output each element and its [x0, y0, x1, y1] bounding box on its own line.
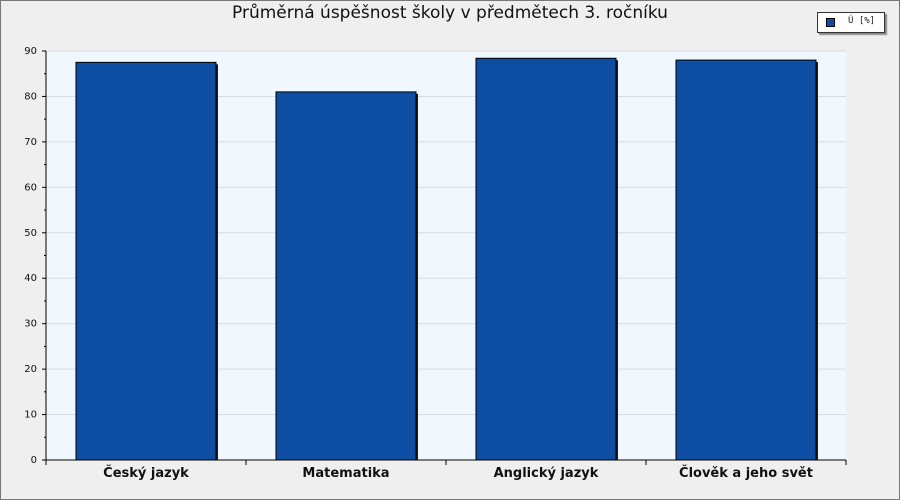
y-tick-label: 70: [24, 137, 37, 148]
bar: [475, 57, 617, 461]
y-tick-label: 10: [24, 410, 37, 421]
bar: [75, 61, 217, 461]
chart-title: Průměrná úspěšnost školy v předmětech 3.…: [232, 3, 668, 23]
bar: [675, 59, 817, 461]
x-tick-label: Anglický jazyk: [494, 466, 599, 481]
y-tick-label: 0: [31, 455, 37, 466]
legend: Ú [%]: [817, 12, 885, 33]
bar: [275, 91, 417, 461]
legend-label: Ú [%]: [848, 16, 876, 26]
y-tick-label: 30: [24, 319, 37, 330]
x-tick-label: Matematika: [302, 466, 389, 481]
x-tick-label: Člověk a jeho svět: [679, 465, 813, 481]
y-tick-label: 90: [24, 46, 37, 57]
y-tick-label: 80: [24, 91, 37, 102]
y-tick-label: 50: [24, 228, 37, 239]
y-tick-label: 40: [24, 273, 37, 284]
legend-swatch: [826, 18, 835, 27]
y-tick-label: 60: [24, 182, 37, 193]
x-tick-label: Český jazyk: [103, 465, 189, 481]
y-tick-label: 20: [24, 364, 37, 375]
